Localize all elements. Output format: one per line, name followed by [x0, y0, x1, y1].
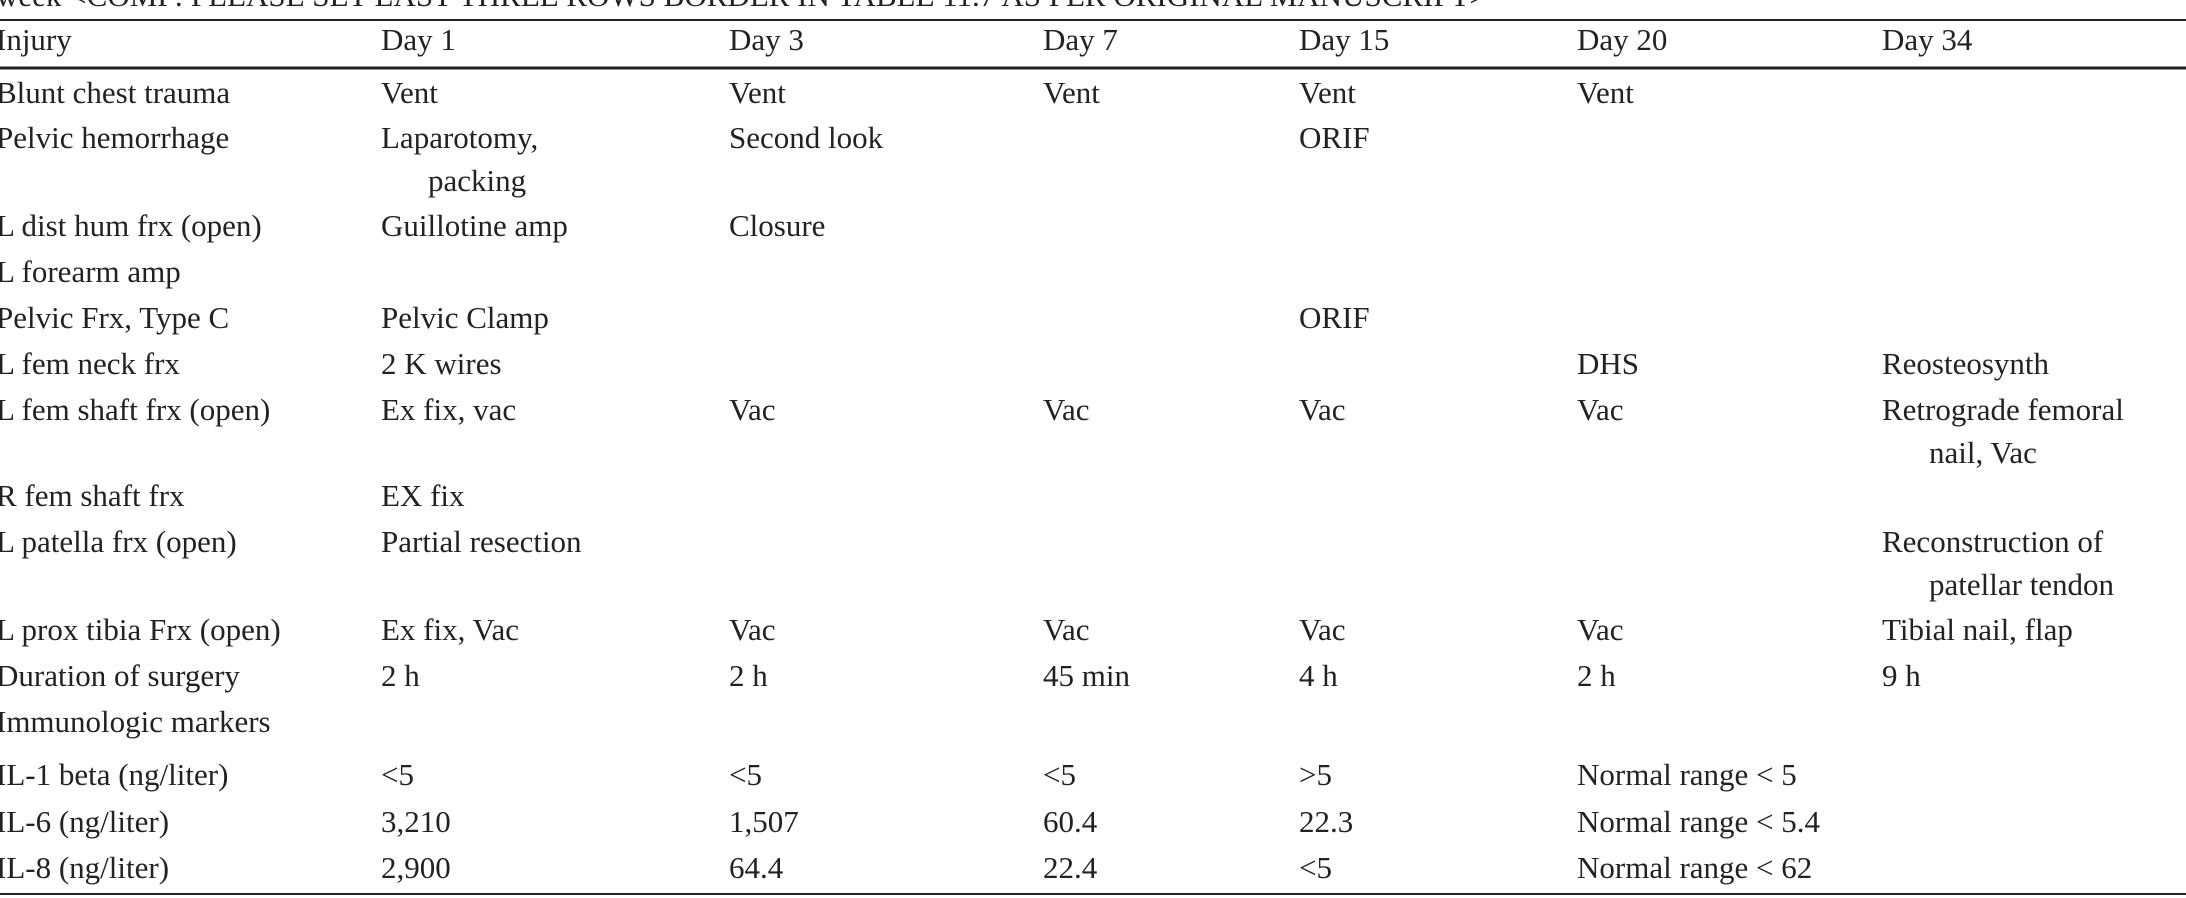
- table-cell: Pelvic Clamp: [381, 300, 549, 335]
- table-cell: 9 h: [1882, 658, 1921, 693]
- row-label: L fem shaft frx (open): [0, 392, 270, 427]
- header-cell: Day 15: [1299, 22, 1389, 57]
- table-cell: Vac: [729, 612, 775, 647]
- row-label: IL-8 (ng/liter): [0, 850, 169, 885]
- row-label: IL-1 beta (ng/liter): [0, 757, 228, 792]
- row-label: L forearm amp: [0, 254, 181, 289]
- header-cell: Day 1: [381, 22, 456, 57]
- table-cell: Tibial nail, flap: [1882, 612, 2073, 647]
- table-cell: Vent: [729, 75, 786, 110]
- table-cell: 22.4: [1043, 850, 1098, 885]
- header-cell: Injury: [0, 22, 72, 57]
- table-cell: Vac: [1577, 392, 1623, 427]
- table-cell: Vac: [1299, 392, 1345, 427]
- table-cell: DHS: [1577, 346, 1639, 381]
- table-cell: 2,900: [381, 850, 451, 885]
- table-cell: Guillotine amp: [381, 208, 568, 243]
- table-cell: 45 min: [1043, 658, 1130, 693]
- row-label: L fem neck frx: [0, 346, 180, 381]
- header-cell: Day 7: [1043, 22, 1118, 57]
- row-label: Pelvic Frx, Type C: [0, 300, 229, 335]
- table-cell: Vent: [1299, 75, 1356, 110]
- table-cell-line: Laparotomy,: [381, 120, 538, 155]
- table-cell: <5: [1043, 757, 1076, 792]
- table-cell: <5: [1299, 850, 1332, 885]
- table-cell: 2 h: [381, 658, 420, 693]
- table-cell: 1,507: [729, 804, 799, 839]
- table-cell-line: packing: [428, 163, 526, 198]
- header-cell: Day 3: [729, 22, 804, 57]
- caption: week <COMP: PLEASE SET LAST THREE ROWS B…: [0, 0, 1487, 13]
- header-cell: Day 20: [1577, 22, 1667, 57]
- table-cell: Vac: [1043, 612, 1089, 647]
- table-cell: EX fix: [381, 478, 465, 513]
- table-cell: Normal range < 5.4: [1577, 804, 1821, 839]
- table-cell-line: patellar tendon: [1929, 567, 2115, 602]
- table-cell: 4 h: [1299, 658, 1338, 693]
- row-label: L patella frx (open): [0, 524, 237, 559]
- table-cell: Vac: [1299, 612, 1345, 647]
- row-label: Immunologic markers: [0, 704, 271, 739]
- table-cell: <5: [729, 757, 762, 792]
- row-label: Blunt chest trauma: [0, 75, 230, 110]
- table-cell: <5: [381, 757, 414, 792]
- table-cell: Vent: [381, 75, 438, 110]
- row-label: L dist hum frx (open): [0, 208, 262, 243]
- row-label: Duration of surgery: [0, 658, 240, 693]
- table-cell: Vac: [729, 392, 775, 427]
- table-cell: 2 K wires: [381, 346, 502, 381]
- table-cell: Ex fix, vac: [381, 392, 516, 427]
- table-cell: Normal range < 62: [1577, 850, 1812, 885]
- row-label: R fem shaft frx: [0, 478, 185, 513]
- table-cell: >5: [1299, 757, 1332, 792]
- table-cell: 3,210: [381, 804, 451, 839]
- header-cell: Day 34: [1882, 22, 1973, 57]
- table-cell: Ex fix, Vac: [381, 612, 519, 647]
- table-cell: 2 h: [729, 658, 768, 693]
- table-cell: Closure: [729, 208, 825, 243]
- table-cell: Vent: [1577, 75, 1634, 110]
- table-cell: Vac: [1043, 392, 1089, 427]
- table-cell: 2 h: [1577, 658, 1616, 693]
- table-cell: 60.4: [1043, 804, 1098, 839]
- table-cell-line: Reconstruction of: [1882, 524, 2104, 559]
- table-cell: 64.4: [729, 850, 784, 885]
- table-cell: Vent: [1043, 75, 1100, 110]
- table-cell: ORIF: [1299, 120, 1370, 155]
- table-cell: Vac: [1577, 612, 1623, 647]
- table-cell: Normal range < 5: [1577, 757, 1797, 792]
- table-cell-line: Retrograde femoral: [1882, 392, 2124, 427]
- table-cell: Partial resection: [381, 524, 582, 559]
- row-label: L prox tibia Frx (open): [0, 612, 281, 647]
- row-label: Pelvic hemorrhage: [0, 120, 229, 155]
- table-cell: Second look: [729, 120, 884, 155]
- row-label: IL-6 (ng/liter): [0, 804, 169, 839]
- table-cell: 22.3: [1299, 804, 1353, 839]
- table-cell-line: nail, Vac: [1929, 435, 2037, 470]
- table-cell: ORIF: [1299, 300, 1370, 335]
- table-cell: Reosteosynth: [1882, 346, 2050, 381]
